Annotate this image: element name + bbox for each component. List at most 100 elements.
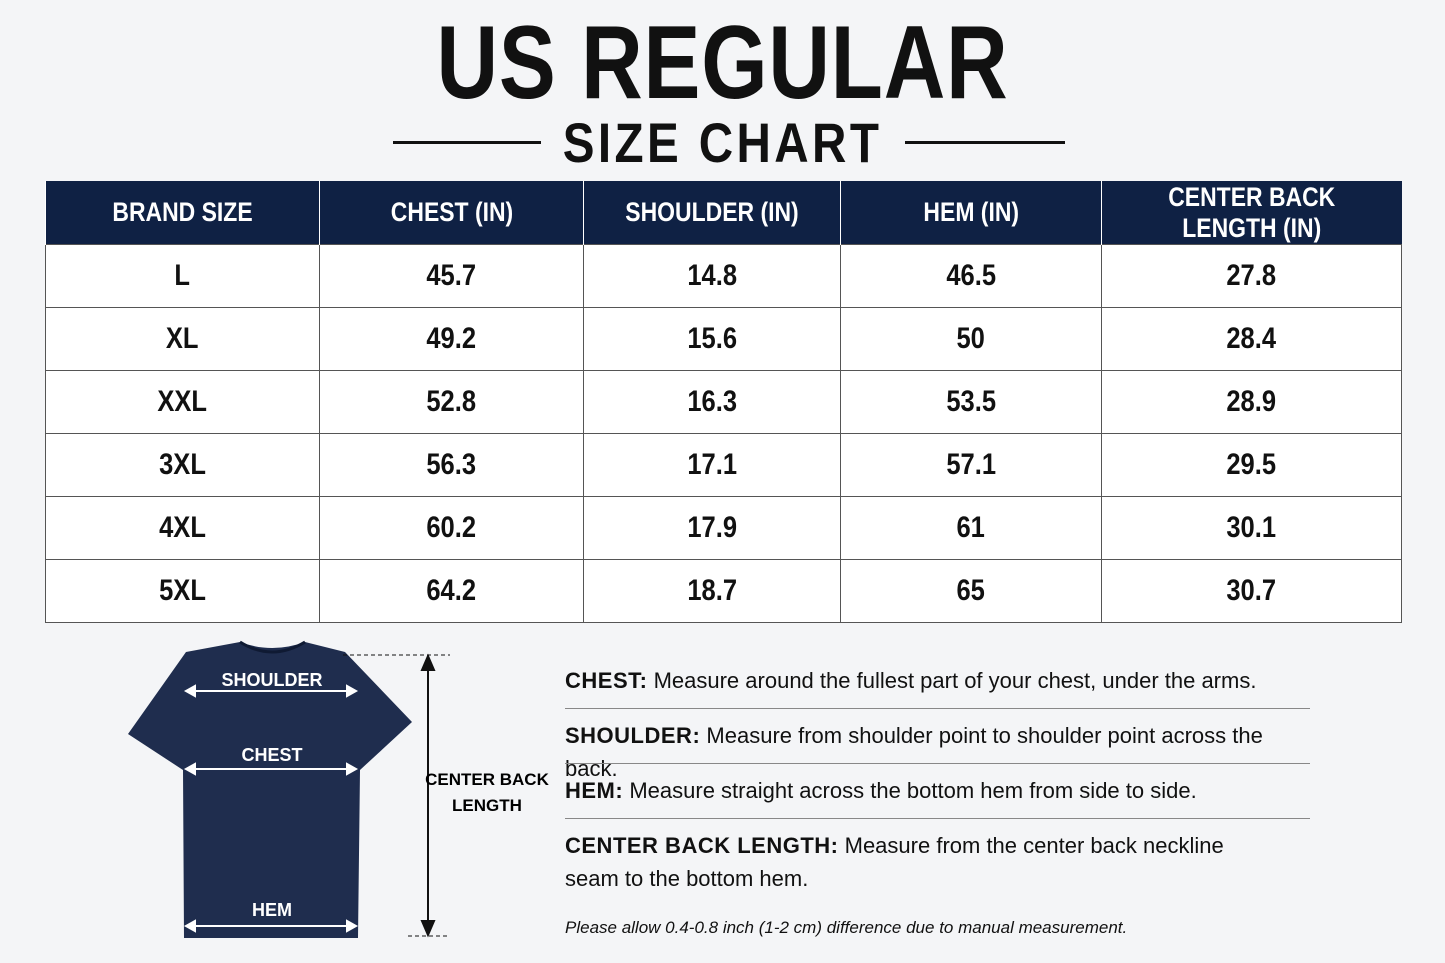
cell-text: 49.2 (426, 322, 477, 355)
note: Please allow 0.4-0.8 inch (1-2 cm) diffe… (565, 918, 1128, 937)
size-table: BRAND SIZE CHEST (IN) SHOULDER (IN) HEM (IN… (45, 181, 1402, 623)
cell-text: XL (166, 322, 199, 355)
title: US REGULAR (436, 5, 1009, 121)
cell: 14.8 (583, 244, 841, 308)
arrows (183, 684, 359, 933)
shirt (128, 642, 412, 938)
table-body: L 45.7 14.8 46.5 27.8 XL 49.2 15.6 50 28.4 XXL 52.8… (45, 244, 1402, 623)
header-text: HEM (IN) (923, 197, 1019, 227)
cell: 49.2 (319, 307, 584, 371)
definition: CHEST: Measure around the fullest part o… (565, 664, 1310, 697)
header-text: CENTER BACK LENGTH (IN) (1168, 181, 1336, 243)
cell: 28.4 (1101, 307, 1402, 371)
cell: 17.1 (583, 433, 841, 497)
shoulder-label: SHOULDER (221, 670, 322, 690)
cell: 4XL (45, 496, 320, 560)
subtitle: SIZE CHART (562, 111, 883, 174)
term: SHOULDER: (565, 723, 701, 748)
cell: 56.3 (319, 433, 584, 497)
cell: 28.9 (1101, 370, 1402, 434)
cell-text: 29.5 (1226, 448, 1277, 481)
definition: HEM: Measure straight across the bottom … (565, 774, 1310, 807)
cell-text: 18.7 (687, 574, 737, 607)
cell-text: 4XL (159, 511, 206, 544)
table-row: XXL 52.8 16.3 53.5 28.9 (45, 370, 1402, 434)
term: CHEST: (565, 668, 648, 693)
cell-text: 17.9 (687, 511, 737, 544)
cell: 5XL (45, 559, 320, 623)
cell-text: XXL (157, 385, 208, 418)
cell: 52.8 (319, 370, 584, 434)
table-row: 4XL 60.2 17.9 61 30.1 (45, 496, 1402, 560)
column-header: CHEST (IN) (319, 181, 584, 245)
cell: 53.5 (840, 370, 1102, 434)
length-label: LENGTH (452, 796, 522, 815)
cell: 64.2 (319, 559, 584, 623)
definition-text: Measure straight across the bottom hem f… (629, 778, 1197, 803)
length-arrow (343, 653, 450, 938)
definition: CENTER BACK LENGTH: Measure from the cen… (565, 829, 1265, 895)
cell-text: 53.5 (946, 385, 996, 418)
cell-text: 46.5 (946, 259, 996, 292)
cell-text: 52.8 (426, 385, 477, 418)
cell: XXL (45, 370, 320, 434)
cell-text: 65 (956, 574, 986, 607)
shirt-diagram: SHOULDER CHEST HEM CENTER BACK LENGTH (128, 640, 550, 938)
definition-text: Measure from the center back neckline se… (565, 833, 1224, 891)
cell: L (45, 244, 320, 308)
chest-label: CHEST (241, 745, 302, 765)
cell: 27.8 (1101, 244, 1402, 308)
cell: 61 (840, 496, 1102, 560)
cell: 16.3 (583, 370, 841, 434)
cell: 57.1 (840, 433, 1102, 497)
rule (393, 141, 541, 144)
cell: XL (45, 307, 320, 371)
cell-text: 30.1 (1226, 511, 1277, 544)
cell: 30.1 (1101, 496, 1402, 560)
cell: 45.7 (319, 244, 584, 308)
cell-text: 3XL (159, 448, 206, 481)
header-text: BRAND SIZE (112, 197, 253, 227)
cell-text: 56.3 (426, 448, 477, 481)
cell-text: 60.2 (426, 511, 477, 544)
cell: 65 (840, 559, 1102, 623)
header-text: SHOULDER (IN) (625, 197, 799, 227)
cell: 29.5 (1101, 433, 1402, 497)
cell-text: 14.8 (687, 259, 737, 292)
definition: SHOULDER: Measure from shoulder point to… (565, 719, 1310, 785)
cell-text: 15.6 (687, 322, 737, 355)
definition-text: Measure from shoulder point to shoulder … (565, 723, 1263, 781)
column-header: BRAND SIZE (45, 181, 320, 245)
table-row: 5XL 64.2 18.7 65 30.7 (45, 559, 1402, 623)
separator (565, 763, 1310, 764)
cell: 18.7 (583, 559, 841, 623)
cell-text: 28.4 (1226, 322, 1277, 355)
table-row: XL 49.2 15.6 50 28.4 (45, 307, 1402, 371)
header-text: CHEST (IN) (390, 197, 513, 227)
cell-text: 64.2 (426, 574, 477, 607)
cell: 15.6 (583, 307, 841, 371)
table-row: 3XL 56.3 17.1 57.1 29.5 (45, 433, 1402, 497)
header-row: BRAND SIZE CHEST (IN) SHOULDER (IN) HEM (IN… (45, 181, 1402, 245)
cell: 3XL (45, 433, 320, 497)
cell-text: 57.1 (946, 448, 996, 481)
cell: 46.5 (840, 244, 1102, 308)
term: HEM: (565, 778, 624, 803)
rule (905, 141, 1065, 144)
collar (239, 640, 306, 654)
cell: 17.9 (583, 496, 841, 560)
cell-text: 45.7 (426, 259, 477, 292)
column-header: CENTER BACK LENGTH (IN) (1101, 181, 1402, 245)
cell-text: 61 (956, 511, 986, 544)
cell-text: 16.3 (687, 385, 737, 418)
table-row: L 45.7 14.8 46.5 27.8 (45, 244, 1402, 308)
cell-text: 17.1 (687, 448, 737, 481)
cell-text: L (174, 259, 191, 292)
definition-text: Measure around the fullest part of your … (653, 668, 1257, 693)
cell: 60.2 (319, 496, 584, 560)
term: CENTER BACK LENGTH: (565, 833, 839, 858)
hem-label: HEM (252, 900, 292, 920)
cell-text: 50 (956, 322, 986, 355)
cell-text: 30.7 (1226, 574, 1277, 607)
cell-text: 5XL (159, 574, 206, 607)
